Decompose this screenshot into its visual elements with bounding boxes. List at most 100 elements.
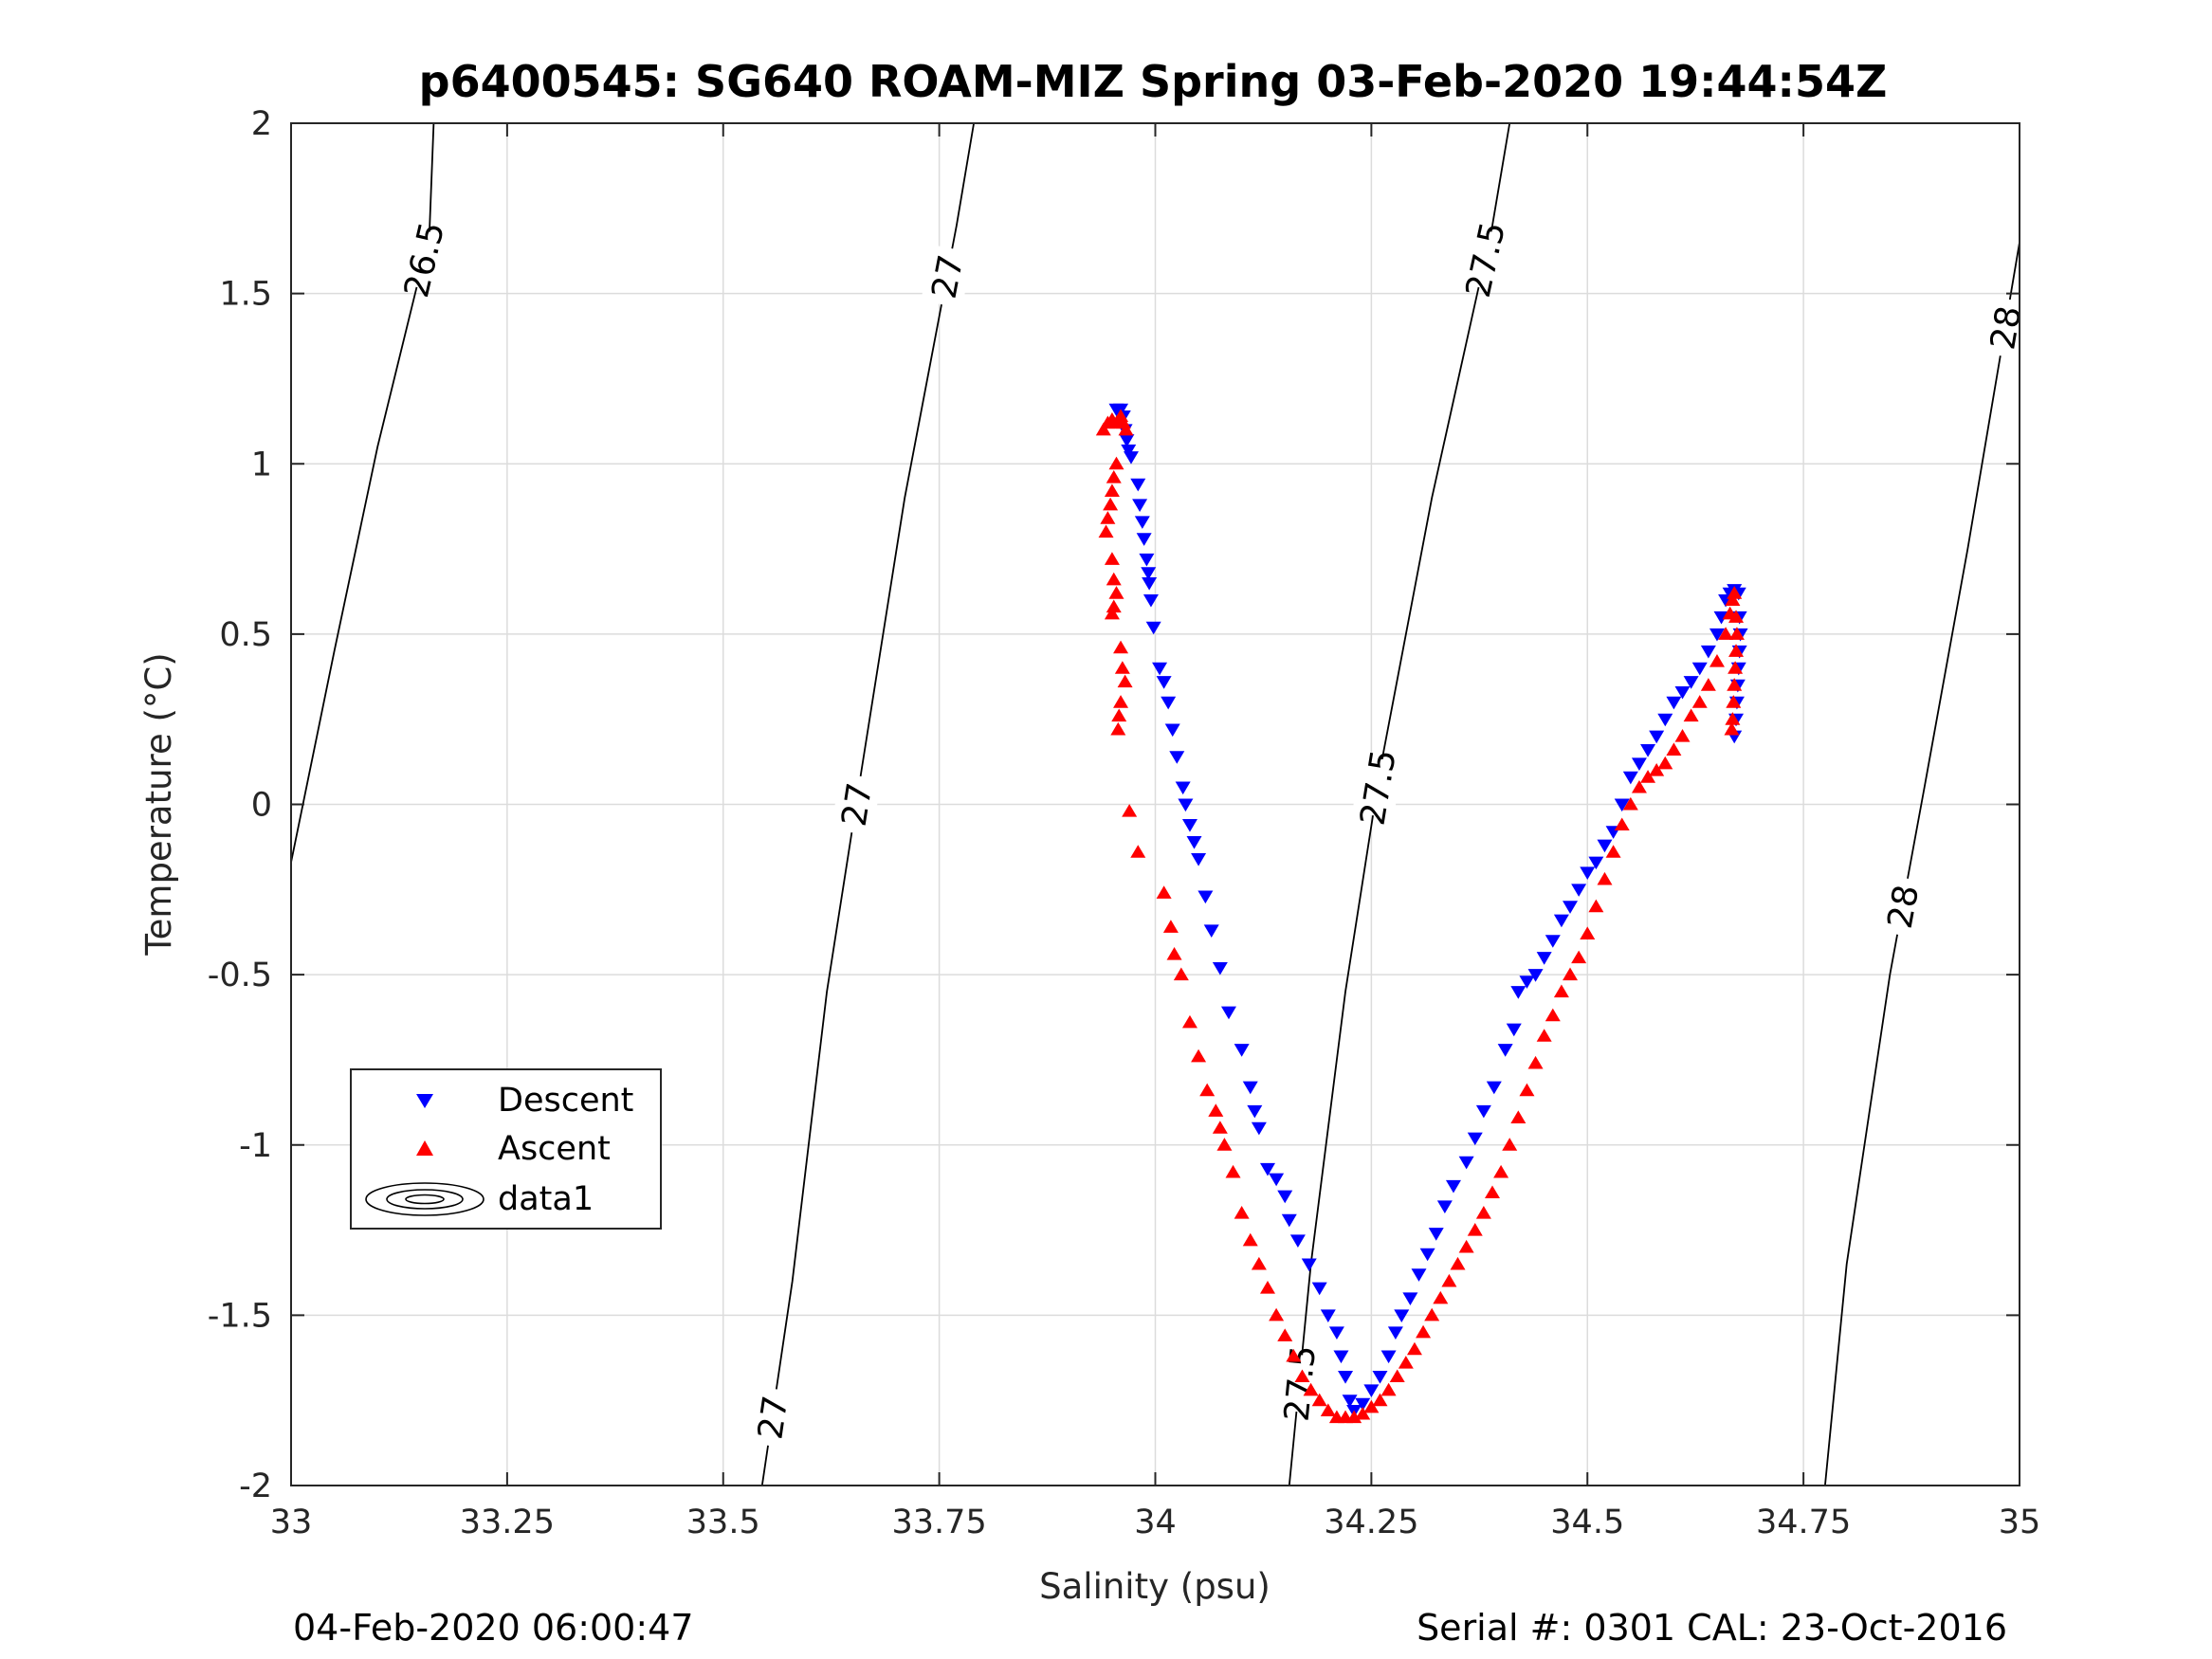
ascent-point [1191, 1048, 1207, 1063]
contour-label: 27 [751, 1394, 795, 1442]
ascent-point [1103, 497, 1119, 511]
ascent-point [1181, 1014, 1197, 1029]
ascent-point [1728, 644, 1745, 657]
contour-label: 27 [835, 780, 881, 830]
ascent-point [1728, 627, 1745, 640]
legend-descent-label: Descent [498, 1082, 633, 1120]
ascent-point [1106, 470, 1122, 483]
descent-point [1130, 478, 1146, 492]
descent-point [1203, 924, 1219, 939]
ascent-point [1106, 599, 1122, 613]
contour-label-bg [396, 227, 450, 292]
contour-label-bg [1352, 756, 1403, 819]
descent-point [1143, 593, 1159, 608]
descent-point [1342, 1395, 1358, 1408]
data-marks [1095, 403, 1748, 1424]
ascent-point [1372, 1393, 1388, 1407]
descent-point [1181, 819, 1197, 832]
descent-point [1436, 1200, 1453, 1214]
ascent-point [1614, 817, 1630, 831]
descent-point [1458, 1156, 1474, 1170]
ascent-point [1571, 950, 1587, 964]
ascent-point [1208, 1103, 1224, 1117]
descent-point [1497, 1044, 1513, 1057]
y-tick-label: 1.5 [219, 276, 272, 314]
ascent-point [1450, 1256, 1466, 1270]
x-tick-label: 34 [1134, 1504, 1177, 1541]
ascent-point [1110, 721, 1126, 736]
ascent-point [1104, 606, 1120, 620]
descent-point [1242, 1081, 1258, 1095]
ascent-point [1389, 1369, 1405, 1383]
contour-label: 27 [925, 252, 972, 302]
ascent-point [1363, 1399, 1380, 1413]
ascent-point [1117, 674, 1133, 688]
ascent-point [1251, 1256, 1267, 1270]
descent-point [1328, 1326, 1344, 1340]
descent-point [1597, 839, 1613, 853]
ascent-point [1502, 1138, 1518, 1151]
descent-point [1142, 576, 1158, 591]
descent-point [1277, 1190, 1293, 1204]
footer-serial-cal: Serial #: 0301 CAL: 23-Oct-2016 [1417, 1607, 2007, 1649]
ascent-point [1320, 1403, 1336, 1416]
descent-point [1428, 1228, 1444, 1241]
contour-label-bg [1458, 227, 1511, 292]
descent-point [1467, 1132, 1483, 1146]
ascent-point [1727, 586, 1743, 599]
ascent-point [1162, 920, 1179, 933]
descent-point [1234, 1044, 1250, 1057]
descent-point [1510, 986, 1526, 999]
ascent-point [1724, 721, 1740, 736]
legend: Descent Ascent data1 [350, 1068, 662, 1230]
descent-point [1134, 516, 1150, 529]
descent-point [1588, 856, 1604, 870]
y-tick-label: -1.5 [208, 1297, 272, 1335]
ascent-point [1156, 885, 1172, 899]
series-descent [1108, 403, 1748, 1418]
descent-point [1411, 1268, 1427, 1282]
ascent-point [1622, 796, 1638, 811]
ascent-point [1563, 967, 1579, 981]
contour-label-bg [747, 1386, 797, 1449]
x-tick-label: 34.75 [1756, 1504, 1851, 1541]
ascent-point [1728, 661, 1744, 674]
y-tick-label: 2 [251, 105, 272, 143]
descent-point [1178, 798, 1194, 812]
descent-point [1631, 757, 1647, 771]
descent-point [1402, 1292, 1418, 1306]
ascent-point [1108, 456, 1124, 470]
descent-point [1445, 1179, 1461, 1194]
ascent-point [1095, 422, 1111, 436]
ascent-point [1113, 695, 1129, 708]
descent-point [1175, 781, 1191, 795]
ascent-point [1510, 1110, 1526, 1124]
ascent-point [1709, 654, 1725, 667]
ascent-point [1691, 695, 1708, 708]
descent-point [1563, 901, 1579, 914]
ascent-point [1398, 1356, 1414, 1369]
x-tick-label: 33.25 [460, 1504, 555, 1541]
y-tick-label: -2 [239, 1468, 272, 1505]
descent-point [1372, 1371, 1388, 1384]
contour-label-bg [1980, 296, 2020, 359]
ascent-point [1424, 1307, 1440, 1322]
ascent-point [1727, 678, 1743, 691]
descent-point [1475, 1104, 1491, 1119]
ascent-point [1130, 845, 1146, 858]
ascent-point [1166, 946, 1182, 960]
ascent-point [1728, 610, 1745, 623]
ascent-point [1122, 804, 1138, 817]
contour-label-bg [831, 773, 882, 836]
ascent-point [1493, 1164, 1509, 1178]
ascent-point [1666, 742, 1682, 757]
legend-contour-icon [365, 1182, 484, 1216]
descent-point [1713, 611, 1729, 625]
ascent-point [1242, 1232, 1258, 1247]
ascent-point [1118, 422, 1134, 436]
ascent-point [1104, 483, 1120, 497]
ascent-point [1269, 1307, 1285, 1322]
descent-point [1119, 434, 1135, 447]
ascent-point [1519, 1083, 1535, 1097]
